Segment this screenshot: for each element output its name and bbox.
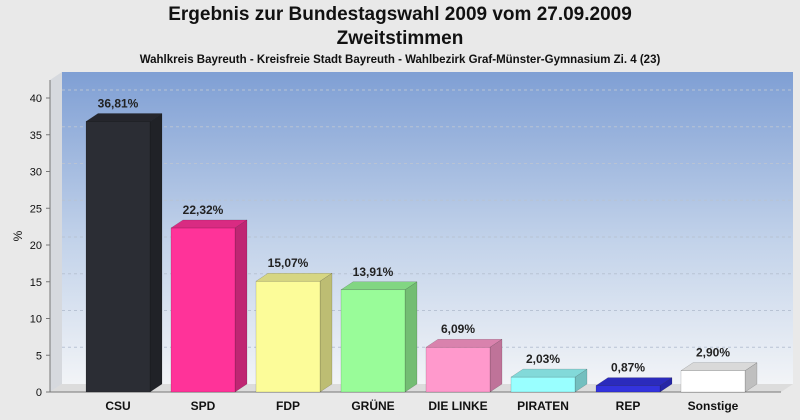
value-label: 36,81% <box>98 96 139 110</box>
value-label: 22,32% <box>183 203 224 217</box>
bar-top <box>680 362 758 371</box>
category-label: DIE LINKE <box>428 399 487 413</box>
y-tick-label: 15 <box>30 277 42 289</box>
y-tick-label: 35 <box>30 130 42 142</box>
bar-side <box>404 281 418 393</box>
bar-top <box>340 281 418 291</box>
bar-sonstige: 2,90% Sonstige <box>680 346 758 413</box>
bar-side <box>234 219 248 393</box>
bar-front <box>595 385 661 393</box>
bar-front <box>340 289 406 393</box>
value-label: 0,87% <box>611 361 645 375</box>
y-tick-label: 5 <box>36 350 42 362</box>
chart-subtitle: Wahlkreis Bayreuth - Kreisfreie Stadt Ba… <box>139 54 661 66</box>
bar-die-linke: 6,09% DIE LINKE <box>425 322 503 413</box>
bar-fdp: 15,07% FDP <box>255 256 333 413</box>
bar-side <box>149 112 163 393</box>
chart-subtitle-main: Zweitstimmen <box>336 28 464 49</box>
category-label: GRÜNE <box>351 398 394 413</box>
value-label: 2,03% <box>526 352 560 366</box>
bar-front <box>170 227 236 393</box>
value-label: 15,07% <box>268 256 309 270</box>
y-tick-label: 0 <box>36 387 42 399</box>
category-label: CSU <box>105 399 130 413</box>
bar-front <box>255 280 321 393</box>
value-label: 2,90% <box>696 346 730 360</box>
category-label: FDP <box>276 399 300 413</box>
bar-front <box>425 346 491 393</box>
plot-left-wall <box>50 72 62 392</box>
bar-side <box>489 338 503 393</box>
bar-rep: 0,87% REP <box>595 361 673 413</box>
y-tick-label: 25 <box>30 203 42 215</box>
bar-top <box>510 368 588 378</box>
bar-piraten: 2,03% PIRATEN <box>510 352 588 413</box>
chart-title: Ergebnis zur Bundestagswahl 2009 vom 27.… <box>168 4 632 25</box>
category-label: Sonstige <box>688 399 739 413</box>
bar-top <box>85 113 163 122</box>
bar-side <box>319 272 333 393</box>
category-label: SPD <box>191 399 216 413</box>
category-label: REP <box>616 399 641 413</box>
bar-csu: 36,81% CSU <box>85 96 163 413</box>
value-label: 13,91% <box>353 265 394 279</box>
bar-front <box>680 370 746 393</box>
y-tick-label: 20 <box>30 240 42 252</box>
bar-top <box>170 219 248 229</box>
y-tick-label: 30 <box>30 167 42 179</box>
bar-spd: 22,32% SPD <box>170 203 248 413</box>
bar-front <box>510 376 576 393</box>
bar-top <box>595 377 673 386</box>
bar-grüne: 13,91% GRÜNE <box>340 265 418 413</box>
category-label: PIRATEN <box>517 399 569 413</box>
bar-top <box>255 272 333 282</box>
y-tick-label: 10 <box>30 314 42 326</box>
value-label: 6,09% <box>441 322 475 336</box>
bar-front <box>85 121 151 393</box>
bar-top <box>425 338 503 348</box>
y-tick-label: 40 <box>30 93 42 105</box>
y-axis-label: % <box>11 230 25 241</box>
